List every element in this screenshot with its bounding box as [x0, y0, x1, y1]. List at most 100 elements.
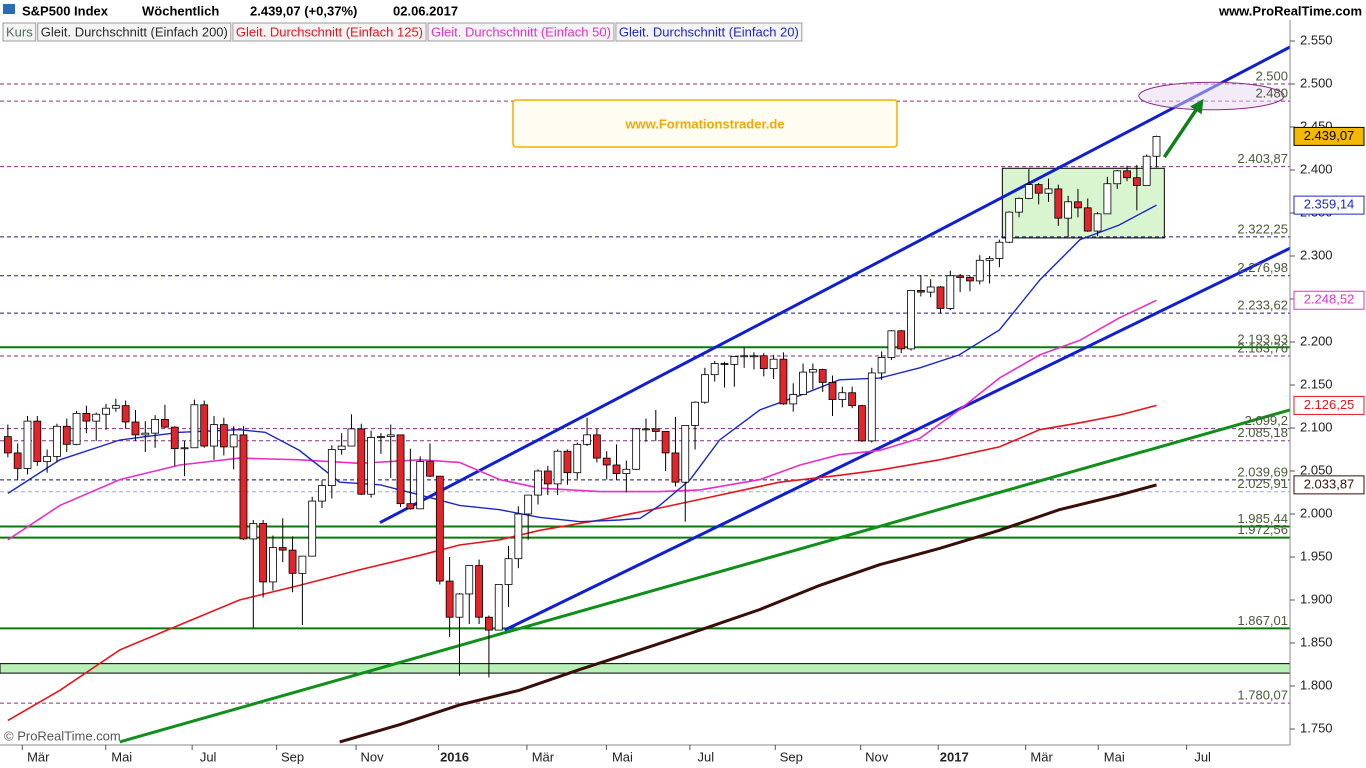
price-tag-box: [1293, 126, 1365, 146]
target-ellipse: [1138, 81, 1285, 111]
period: Wöchentlich: [142, 3, 219, 18]
price-tag: 2.033,87: [1304, 476, 1355, 491]
candle-body: [102, 407, 110, 415]
candle-body: [769, 358, 778, 370]
candle-body: [583, 434, 591, 445]
y-tick-label: 2.400: [1300, 161, 1333, 176]
trendline: [379, 45, 1290, 524]
legend-box[interactable]: [37, 22, 232, 42]
candle-body: [475, 565, 483, 618]
y-tick-label: 2.550: [1300, 32, 1333, 47]
candle-body: [318, 485, 326, 502]
candle-body: [229, 434, 238, 448]
candle-body: [622, 468, 631, 474]
level-label: 2.099,2: [1245, 413, 1288, 428]
x-tick-label: Sep: [780, 749, 803, 764]
candle-body: [249, 523, 258, 540]
candle-body: [848, 392, 857, 407]
level-label: 2.183,76: [1237, 340, 1288, 355]
candle-body: [269, 547, 277, 583]
legend-box[interactable]: [232, 22, 427, 42]
trendline: [503, 246, 1290, 632]
level-label: 1.985,44: [1237, 511, 1288, 526]
moving-average: [7, 299, 1157, 541]
candle-body: [465, 565, 474, 595]
y-tick-label: 1.950: [1300, 548, 1333, 563]
menu-icon[interactable]: [3, 4, 15, 14]
candle-body: [514, 513, 523, 560]
candle-body: [710, 363, 719, 376]
y-tick-label: 2.150: [1300, 376, 1333, 391]
price-tag: 2.248,52: [1304, 292, 1355, 307]
candle-body: [946, 275, 955, 309]
candle-body: [661, 431, 670, 454]
candle-body: [651, 428, 660, 432]
level-label: 2.500: [1255, 68, 1288, 83]
candle-body: [750, 355, 758, 358]
candle-body: [161, 418, 169, 428]
x-tick-label: Sep: [281, 749, 304, 764]
legend-box[interactable]: [2, 22, 37, 42]
candle-body: [406, 503, 415, 510]
level-label: 2.085,18: [1237, 425, 1288, 440]
level-label: 1.867,01: [1237, 613, 1288, 628]
candle-body: [818, 369, 827, 383]
legend-box[interactable]: [427, 22, 615, 42]
candle-body: [897, 330, 906, 350]
candle-body: [337, 445, 346, 450]
candle-body: [377, 436, 385, 438]
watermark-box: [512, 99, 898, 148]
candle-body: [642, 428, 650, 431]
candle-body: [1152, 136, 1161, 157]
price-tag-box: [1293, 395, 1365, 415]
legend-label[interactable]: Gleit. Durchschnitt (Einfach 20): [619, 24, 799, 39]
y-tick-label: 1.800: [1300, 677, 1333, 692]
x-tick-label: Mär: [1030, 749, 1053, 764]
candle-body: [170, 426, 179, 450]
candle-body: [278, 547, 287, 551]
candle-body: [92, 413, 101, 422]
candle-body: [131, 421, 140, 436]
x-tick-label: Nov: [361, 749, 385, 764]
y-tick-label: 2.100: [1300, 419, 1333, 434]
candle-body: [357, 428, 366, 495]
x-tick-label: Nov: [865, 749, 889, 764]
candle-body: [700, 374, 709, 403]
source: www.ProRealTime.com: [1218, 3, 1362, 18]
candle-body: [1103, 183, 1112, 215]
y-tick-label: 2.200: [1300, 333, 1333, 348]
candle-body: [23, 420, 32, 469]
candle-body: [799, 371, 807, 395]
legend-label[interactable]: Gleit. Durchschnitt (Einfach 200): [41, 24, 228, 39]
title: S&P500 Index: [22, 3, 109, 18]
candle-body: [524, 494, 533, 515]
candle-body: [200, 404, 209, 447]
legend-label[interactable]: Gleit. Durchschnitt (Einfach 125): [236, 24, 423, 39]
legend-label[interactable]: Gleit. Durchschnitt (Einfach 50): [431, 24, 611, 39]
candle-body: [1093, 213, 1102, 232]
candle-body: [435, 475, 444, 582]
price-tag: 2.439,07: [1304, 128, 1355, 143]
level-label: 1.972,56: [1237, 522, 1288, 537]
candle-body: [1113, 170, 1122, 185]
candle-body: [1015, 197, 1023, 213]
x-tick-label: Mai: [111, 749, 132, 764]
candle-body: [1074, 201, 1082, 209]
candle-body: [877, 357, 886, 374]
candle-body: [190, 404, 199, 449]
candle-body: [926, 286, 935, 293]
legend-label[interactable]: Kurs: [6, 24, 33, 39]
level-label: 2.322,25: [1237, 221, 1288, 236]
level-label: 2.276,98: [1237, 260, 1288, 275]
candle-body: [828, 382, 837, 401]
candle-body: [975, 259, 984, 282]
legend-box[interactable]: [615, 22, 803, 42]
moving-average: [7, 204, 1157, 523]
moving-average: [7, 404, 1157, 722]
candle-body: [210, 424, 218, 447]
candle-body: [985, 258, 994, 261]
candle-body: [82, 412, 91, 422]
candle-body: [445, 580, 454, 618]
target-arrow: [1162, 98, 1204, 159]
